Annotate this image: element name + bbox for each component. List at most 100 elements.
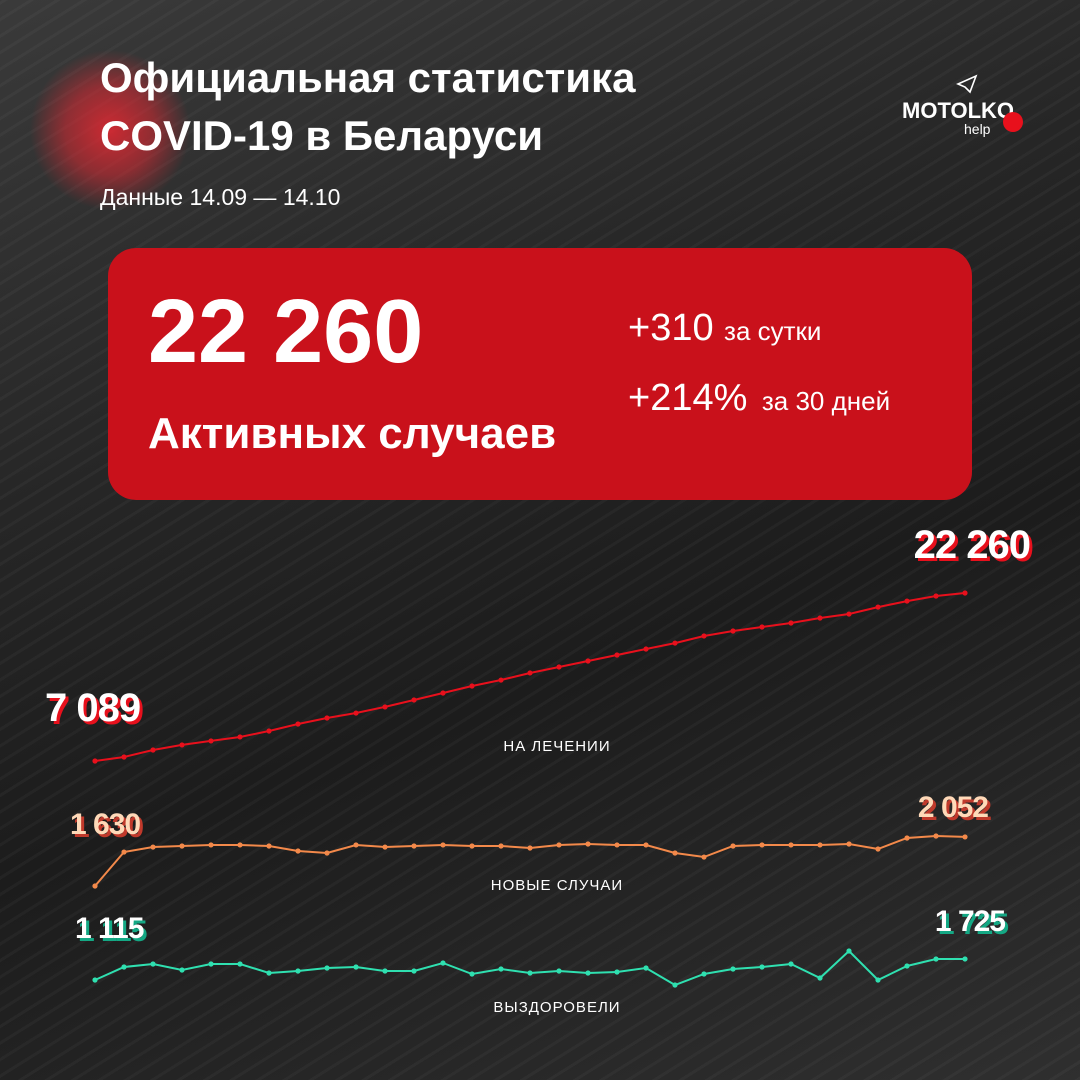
point: [324, 850, 330, 856]
point: [208, 842, 214, 848]
stat-text: за сутки: [724, 316, 821, 346]
point: [179, 742, 185, 748]
title: COVID-19 в Беларуси: [100, 112, 543, 159]
stat-text: за 30 дней: [762, 386, 890, 416]
point: [498, 966, 504, 972]
point: [759, 842, 765, 848]
point: [469, 843, 475, 849]
point: [440, 960, 446, 966]
point: [904, 598, 910, 604]
point: [150, 747, 156, 753]
logo-dot: [1003, 112, 1023, 132]
point: [382, 704, 388, 710]
point: [556, 664, 562, 670]
value-label: 22 260: [914, 523, 1030, 567]
value-label: 1 725: [935, 905, 1005, 938]
point: [324, 715, 330, 721]
point: [614, 969, 620, 975]
point: [759, 964, 765, 970]
point: [469, 683, 475, 689]
point: [208, 738, 214, 744]
point: [672, 850, 678, 856]
point: [585, 841, 591, 847]
card-value: 22 260: [148, 282, 423, 382]
point: [382, 968, 388, 974]
point: [585, 658, 591, 664]
point: [643, 646, 649, 652]
point: [730, 843, 736, 849]
point: [933, 956, 939, 962]
point: [237, 961, 243, 967]
point: [759, 624, 765, 630]
point: [179, 843, 185, 849]
point: [962, 956, 968, 962]
point: [933, 833, 939, 839]
point: [150, 844, 156, 850]
point: [614, 842, 620, 848]
point: [295, 848, 301, 854]
point: [788, 842, 794, 848]
point: [846, 841, 852, 847]
point: [846, 611, 852, 617]
point: [92, 883, 98, 889]
value-label: 2 052: [918, 791, 988, 824]
point: [933, 593, 939, 599]
point: [672, 982, 678, 988]
point: [556, 968, 562, 974]
logo-brand: MOTOLKO: [902, 98, 1014, 123]
value-label: 7 089: [45, 686, 140, 730]
point: [585, 970, 591, 976]
point: [904, 835, 910, 841]
point: [498, 677, 504, 683]
point: [962, 590, 968, 596]
series-line: [94, 592, 966, 762]
point: [527, 970, 533, 976]
point: [92, 758, 98, 764]
point: [469, 971, 475, 977]
point: [614, 652, 620, 658]
point: [904, 963, 910, 969]
point: [237, 842, 243, 848]
point: [411, 968, 417, 974]
point: [701, 633, 707, 639]
point: [266, 843, 272, 849]
point: [440, 690, 446, 696]
stat: +214% за 30 дней: [628, 377, 890, 419]
point: [179, 967, 185, 973]
point: [962, 834, 968, 840]
point: [556, 842, 562, 848]
point: [643, 965, 649, 971]
point: [440, 842, 446, 848]
point: [788, 961, 794, 967]
point: [875, 846, 881, 852]
point: [92, 977, 98, 983]
point: [817, 842, 823, 848]
logo-sub: help: [964, 121, 991, 137]
series-title: НА ЛЕЧЕНИИ: [503, 738, 610, 755]
point: [817, 615, 823, 621]
point: [121, 754, 127, 760]
point: [672, 640, 678, 646]
stat-value: +214%: [628, 377, 747, 419]
point: [875, 977, 881, 983]
card-label: Активных случаев: [148, 409, 556, 458]
point: [817, 975, 823, 981]
point: [788, 620, 794, 626]
point: [382, 844, 388, 850]
point: [266, 728, 272, 734]
point: [353, 842, 359, 848]
title: Официальная статистика: [100, 54, 636, 101]
point: [730, 628, 736, 634]
stat-value: +310: [628, 307, 714, 349]
point: [527, 670, 533, 676]
point: [353, 964, 359, 970]
series-line: [94, 949, 965, 987]
point: [875, 604, 881, 610]
logo-icon: [956, 74, 978, 94]
point: [295, 721, 301, 727]
point: [498, 843, 504, 849]
point: [730, 966, 736, 972]
stat: +310 за сутки: [628, 307, 821, 349]
